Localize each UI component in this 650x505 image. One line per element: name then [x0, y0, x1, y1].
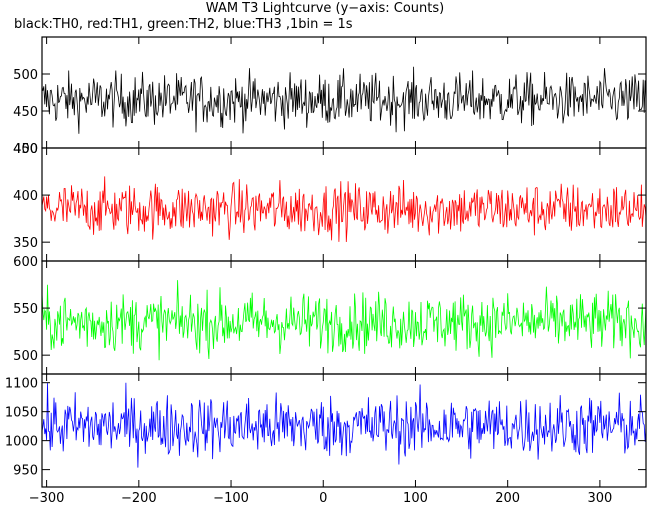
- panel-frame-4: [41, 373, 647, 488]
- chart-subtitle: black:TH0, red:TH1, green:TH2, blue:TH3 …: [14, 17, 353, 32]
- x-tick-label: 0: [319, 491, 327, 505]
- y-tick-label: 550: [13, 302, 38, 317]
- series-line-th3: [41, 382, 647, 468]
- y-tick-label: 1050: [5, 406, 38, 421]
- y-tick-label: 450: [13, 105, 38, 120]
- series-line-th0: [41, 66, 647, 134]
- y-tick-label: 500: [13, 349, 38, 364]
- y-tick-label: 400: [13, 142, 38, 157]
- y-tick-label: 950: [13, 464, 38, 479]
- y-tick-label: 600: [13, 255, 38, 270]
- x-tick-label: 100: [403, 491, 428, 505]
- y-tick-label: 1100: [5, 377, 38, 392]
- x-tick-label: −300: [29, 491, 65, 505]
- y-tick-label: 1000: [5, 435, 38, 450]
- y-tick-label: 350: [13, 236, 38, 251]
- y-tick-label: 400: [13, 189, 38, 204]
- y-tick-label: 500: [13, 68, 38, 83]
- x-tick-label: −100: [213, 491, 249, 505]
- x-tick-label: −200: [121, 491, 157, 505]
- panel-frame-1: [41, 36, 647, 149]
- x-tick-label: 200: [495, 491, 520, 505]
- chart-title: WAM T3 Lightcurve (y−axis: Counts): [205, 1, 445, 16]
- y-tick-label: 450: [13, 142, 38, 157]
- series-line-th2: [41, 280, 647, 361]
- x-tick-label: 300: [587, 491, 612, 505]
- series-line-th1: [41, 176, 647, 243]
